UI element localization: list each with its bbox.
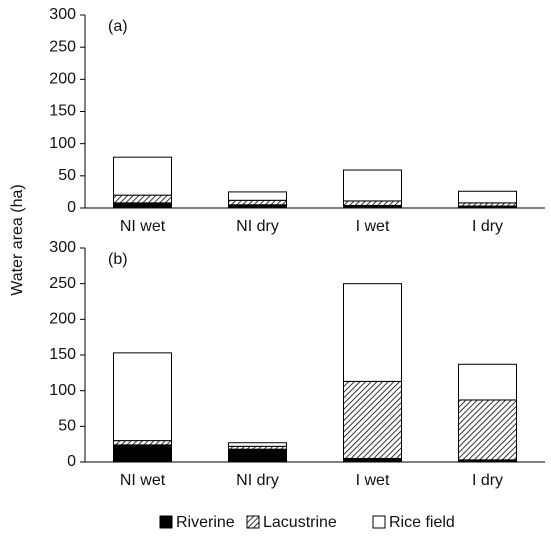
bar-segment — [458, 190, 517, 204]
y-tick-label: 150 — [49, 346, 76, 363]
y-tick-label: 0 — [67, 199, 76, 216]
y-tick-label: 300 — [49, 239, 76, 256]
legend-swatch — [159, 515, 173, 529]
bar-segment — [228, 442, 287, 447]
x-tick-label: NI dry — [236, 472, 279, 489]
bar-segment — [343, 169, 402, 202]
x-tick-label: NI wet — [120, 472, 166, 489]
y-tick-label: 0 — [67, 453, 76, 470]
y-tick-label: 100 — [49, 135, 76, 152]
bar-segment — [228, 448, 287, 463]
y-tick-label: 250 — [49, 275, 76, 292]
x-tick-label: NI wet — [120, 218, 166, 235]
x-tick-label: NI dry — [236, 218, 279, 235]
bar-segment — [228, 199, 287, 206]
y-tick-label: 300 — [49, 6, 76, 23]
bar-segment — [228, 191, 287, 201]
bar-segment — [343, 457, 402, 463]
y-tick-label: 100 — [49, 382, 76, 399]
legend-label: Rice field — [389, 514, 455, 531]
legend-swatch — [246, 515, 260, 529]
bar-segment — [113, 444, 172, 463]
panel-title: (b) — [108, 251, 128, 268]
bar-segment — [343, 380, 402, 459]
x-tick-label: I dry — [472, 472, 503, 489]
y-tick-label: 50 — [58, 167, 76, 184]
y-tick-label: 150 — [49, 103, 76, 120]
bar-segment — [113, 156, 172, 196]
y-tick-label: 200 — [49, 311, 76, 328]
legend-label: Riverine — [176, 514, 235, 531]
bar-segment — [458, 363, 517, 401]
x-tick-label: I wet — [356, 472, 390, 489]
bar-segment — [113, 440, 172, 446]
panel-title: (a) — [108, 18, 128, 35]
legend-swatch — [372, 515, 386, 529]
bar-segment — [113, 202, 172, 209]
x-tick-label: I dry — [472, 218, 503, 235]
y-tick-label: 200 — [49, 71, 76, 88]
bar-segment — [113, 352, 172, 442]
y-tick-label: 250 — [49, 38, 76, 55]
bar-segment — [113, 194, 172, 204]
x-tick-label: I wet — [356, 218, 390, 235]
bar-segment — [343, 283, 402, 382]
y-axis-label: Water area (ha) — [9, 184, 26, 295]
bar-segment — [458, 399, 517, 461]
legend-label: Lacustrine — [263, 514, 337, 531]
bar-segment — [343, 200, 402, 206]
y-tick-label: 50 — [58, 418, 76, 435]
